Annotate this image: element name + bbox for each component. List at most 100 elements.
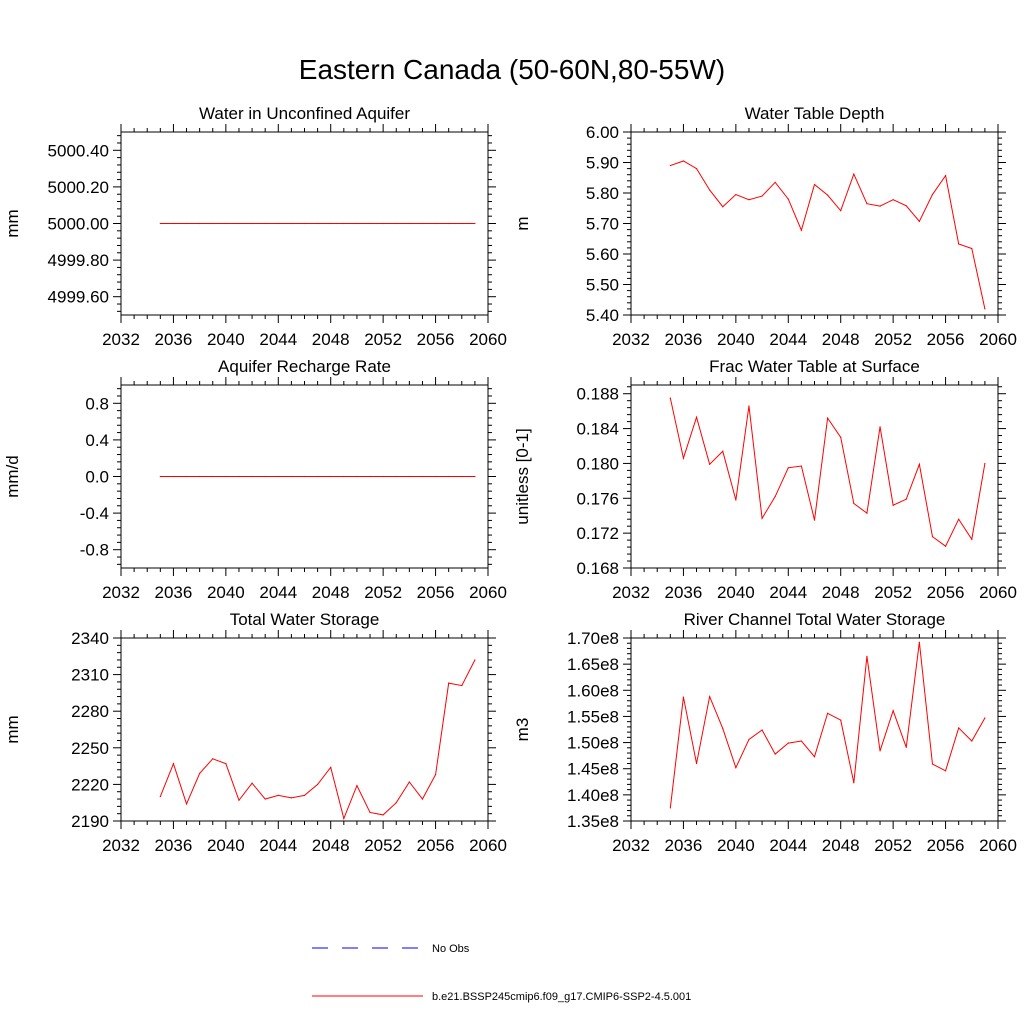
x-tick-label: 2036 [665, 583, 703, 602]
data-point [159, 796, 161, 798]
data-point [853, 502, 855, 505]
data-point [317, 475, 319, 478]
data-point [421, 475, 424, 478]
data-point [317, 783, 319, 786]
data-point [395, 475, 397, 478]
data-point [212, 475, 214, 478]
data-point [277, 222, 279, 225]
data-point [931, 763, 934, 765]
data-point [343, 817, 345, 820]
legend-label: No Obs [432, 943, 470, 955]
x-tick-label: 2060 [469, 583, 507, 602]
y-tick-label: 0.184 [576, 420, 619, 439]
x-tick-label: 2048 [822, 583, 860, 602]
data-point [172, 475, 175, 478]
x-tick-label: 2032 [102, 836, 140, 855]
y-tick-label: 5000.20 [48, 178, 109, 197]
data-point [277, 475, 279, 478]
data-point [722, 206, 724, 208]
x-tick-label: 2056 [927, 330, 965, 349]
data-point [382, 222, 384, 225]
y-tick-label: 1.60e8 [567, 681, 619, 700]
data-point [709, 695, 711, 698]
data-point [461, 475, 463, 478]
x-tick-label: 2032 [612, 836, 650, 855]
data-point [395, 222, 397, 225]
x-tick-label: 2036 [155, 836, 193, 855]
x-tick-label: 2040 [717, 330, 755, 349]
data-point [853, 173, 855, 175]
data-point [225, 763, 227, 765]
data-point [669, 807, 671, 809]
y-tick-label: 5000.40 [48, 141, 109, 160]
data-point [958, 518, 960, 520]
data-point [853, 782, 855, 784]
data-point [682, 696, 685, 698]
x-tick-label: 2044 [259, 583, 297, 602]
data-point [369, 222, 371, 225]
data-point [905, 205, 907, 207]
y-axis-label: unitless [0-1] [513, 428, 532, 524]
data-point [356, 222, 358, 225]
y-tick-label: 1.55e8 [567, 707, 619, 726]
data-point [212, 758, 214, 760]
x-tick-label: 2044 [259, 836, 297, 855]
data-point [356, 475, 358, 478]
y-tick-label: 2220 [71, 775, 109, 794]
x-tick-label: 2060 [979, 330, 1017, 349]
x-tick-label: 2032 [102, 330, 140, 349]
x-tick-label: 2052 [364, 583, 402, 602]
data-point [330, 766, 332, 768]
y-tick-label: 5.40 [586, 306, 619, 325]
x-tick-label: 2040 [207, 330, 245, 349]
data-point [984, 308, 986, 310]
data-point [787, 198, 789, 200]
data-point [369, 811, 371, 814]
y-axis-label: mm/d [3, 455, 22, 498]
data-point [787, 467, 789, 469]
x-tick-label: 2044 [769, 330, 807, 349]
plot-frame [630, 637, 999, 822]
data-point [238, 475, 240, 478]
data-point [264, 475, 266, 478]
data-point [474, 475, 476, 478]
data-point [944, 545, 947, 547]
legend: No Obs b.e21.BSSP245cmip6.f09_g17.CMIP6-S… [312, 943, 691, 1003]
data-point [866, 655, 868, 657]
data-point [421, 222, 424, 225]
x-tick-label: 2032 [612, 583, 650, 602]
data-point [199, 772, 201, 775]
data-point [787, 742, 789, 744]
data-point [866, 512, 868, 514]
x-tick-label: 2048 [312, 330, 350, 349]
data-point [800, 740, 802, 742]
data-point [382, 475, 384, 478]
data-point [866, 203, 868, 205]
y-tick-label: 5.50 [586, 276, 619, 295]
data-point [303, 222, 306, 225]
data-point [761, 195, 763, 197]
data-point [892, 710, 894, 712]
y-axis-label: m3 [513, 718, 532, 742]
data-point [474, 222, 476, 225]
x-tick-label: 2056 [417, 330, 455, 349]
data-point [159, 222, 161, 225]
data-point [918, 641, 920, 643]
data-point [290, 222, 292, 225]
data-point [774, 495, 776, 498]
y-tick-label: 2340 [71, 629, 109, 648]
data-point [172, 763, 175, 765]
y-tick-label: 0.4 [85, 431, 109, 450]
data-point [461, 684, 463, 687]
data-point [800, 229, 802, 231]
y-tick-label: 5.80 [586, 184, 619, 203]
data-point [827, 417, 829, 419]
y-tick-label: 0.188 [576, 385, 619, 404]
series-line [669, 642, 986, 808]
panel-4: Frac Water Table at Surface unitless [0-1… [513, 357, 1017, 602]
data-point [199, 475, 201, 478]
data-point [905, 746, 907, 748]
data-point [251, 475, 253, 478]
data-point [695, 416, 698, 418]
